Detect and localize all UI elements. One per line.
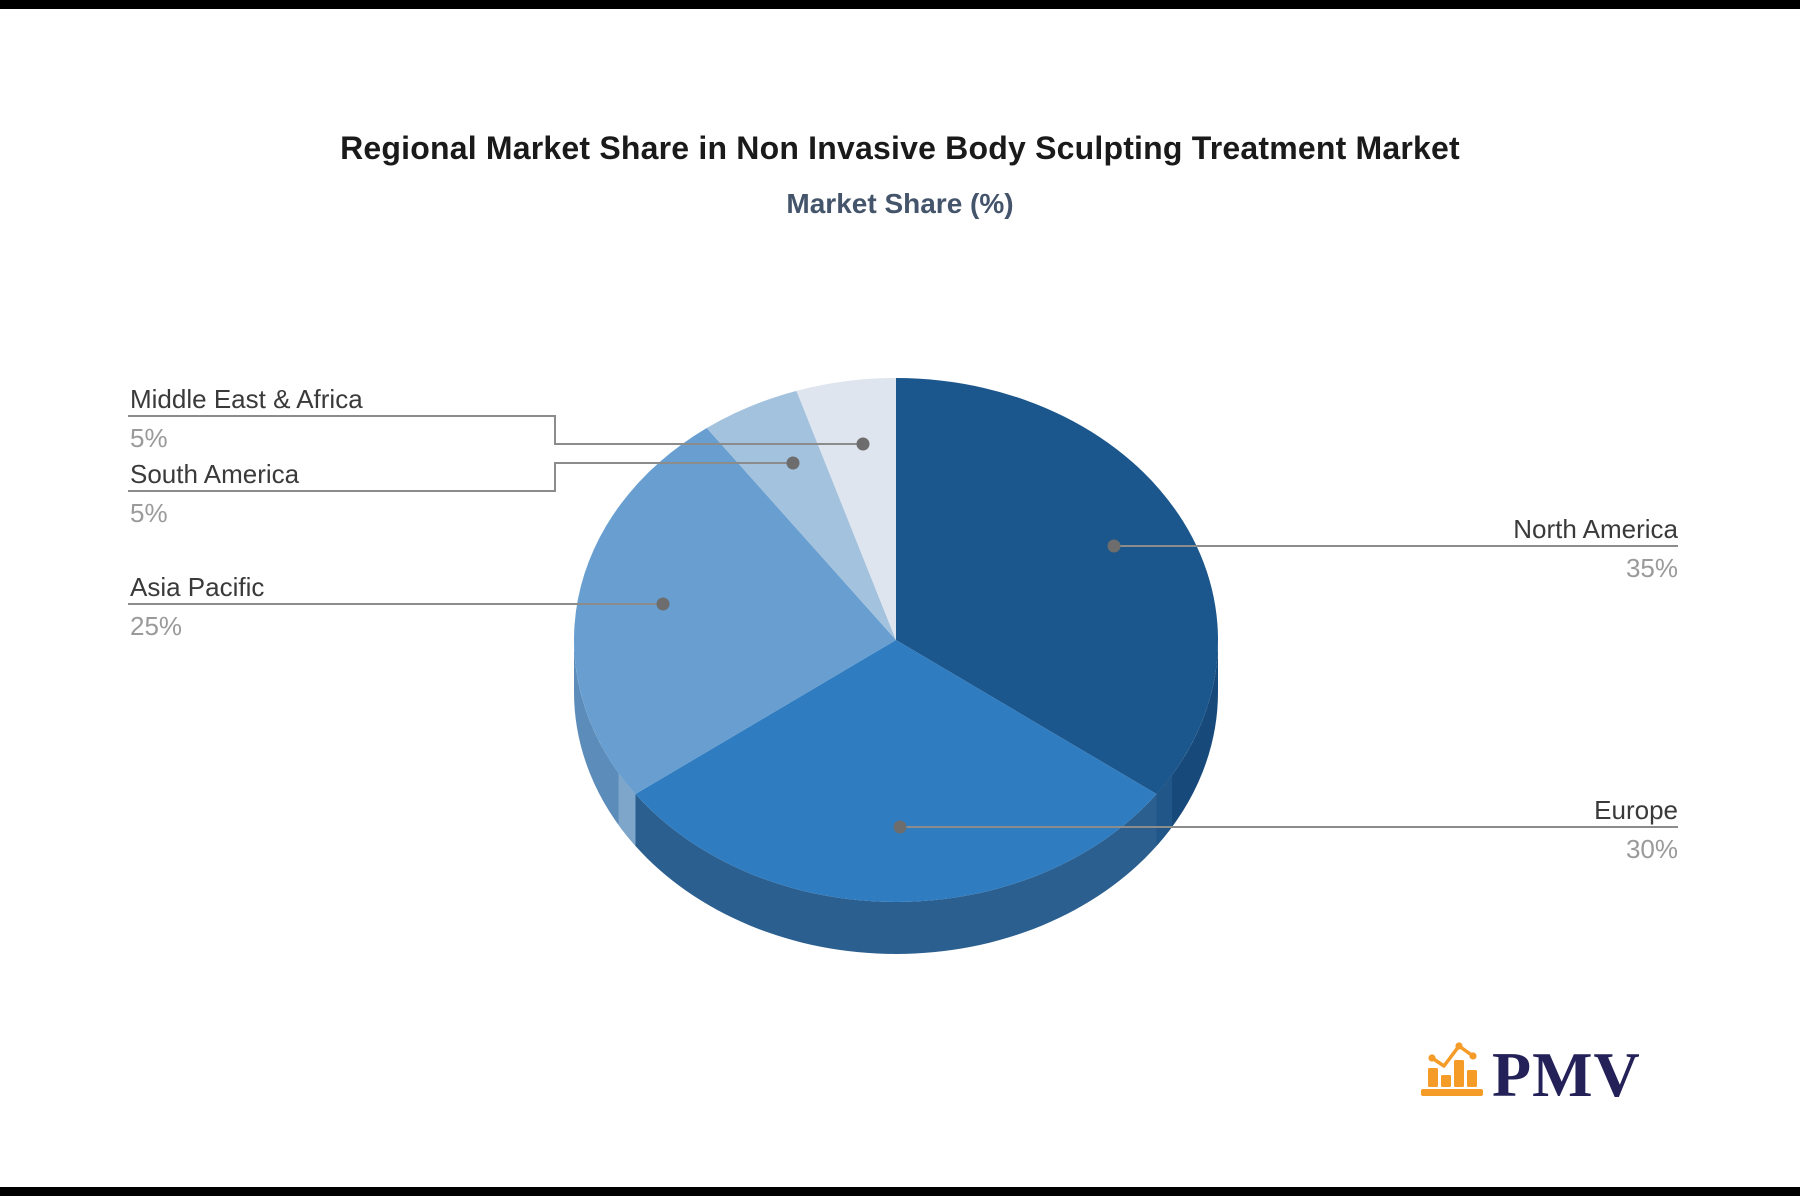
value-middle-east-africa: 5% <box>130 423 168 453</box>
pie-side-face-north-america <box>1156 774 1173 846</box>
chart-title: Regional Market Share in Non Invasive Bo… <box>340 130 1460 166</box>
label-north-america: North America <box>1513 514 1678 544</box>
logo-text: PMV <box>1492 1039 1641 1110</box>
label-dot-north-america <box>1107 539 1121 553</box>
label-asia-pacific: Asia Pacific <box>130 572 265 602</box>
pie-side-face-asia-pacific <box>618 772 636 846</box>
bottom-border-bar <box>0 1187 1800 1196</box>
value-asia-pacific: 25% <box>130 611 183 641</box>
bar-chart-icon <box>1421 1042 1483 1096</box>
label-dot-middle-east-africa <box>856 437 870 451</box>
pie-slice-south-america <box>706 390 896 640</box>
chart-subtitle: Market Share (%) <box>786 188 1014 219</box>
label-middle-east-africa: Middle East & Africa <box>130 384 363 414</box>
label-europe: Europe <box>1594 795 1678 825</box>
top-border-bar <box>0 0 1800 9</box>
label-line-south-america <box>128 462 793 492</box>
value-europe: 30% <box>1625 834 1678 864</box>
pie-depth-europe <box>635 794 1157 954</box>
value-north-america: 35% <box>1625 553 1678 583</box>
label-dot-south-america <box>786 456 800 470</box>
logo: PMV <box>1420 1036 1641 1107</box>
pie-slice-asia-pacific <box>574 428 896 794</box>
value-south-america: 5% <box>130 498 168 528</box>
label-south-america: South America <box>130 459 300 489</box>
label-dot-asia-pacific <box>656 597 670 611</box>
pie-slice-europe <box>635 640 1157 902</box>
label-dot-europe <box>893 820 907 834</box>
label-line-middle-east-africa <box>128 415 863 445</box>
pie-slice-north-america <box>896 378 1218 794</box>
